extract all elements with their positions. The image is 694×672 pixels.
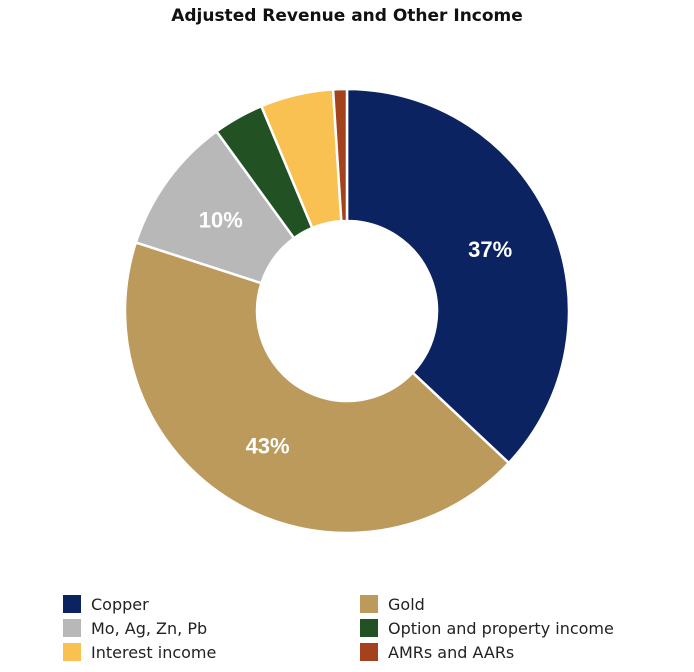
legend-swatch: [360, 595, 378, 613]
slice-data-label: 43%: [246, 433, 290, 458]
legend-label: AMRs and AARs: [388, 642, 515, 662]
legend-swatch: [63, 619, 81, 637]
legend-swatch: [63, 595, 81, 613]
chart-title: Adjusted Revenue and Other Income: [171, 6, 523, 26]
legend-label: Gold: [388, 594, 425, 614]
legend-item-gold: Gold: [360, 592, 425, 616]
slice-data-label: 10%: [199, 207, 243, 232]
donut-chart: 37% 43% 10%: [123, 87, 571, 535]
legend-label: Interest income: [91, 642, 217, 662]
slice-amrs-and-aars: [331, 87, 349, 223]
legend-item-option-property: Option and property income: [360, 616, 614, 640]
legend-item-mo-ag-zn-pb: Mo, Ag, Zn, Pb: [63, 616, 207, 640]
legend-swatch: [63, 643, 81, 661]
slice-data-label: 37%: [468, 237, 512, 262]
legend-swatch: [360, 619, 378, 637]
legend-label: Copper: [91, 594, 149, 614]
slice-copper: [345, 87, 571, 465]
legend-item-amrs-aars: AMRs and AARs: [360, 640, 514, 664]
legend-item-copper: Copper: [63, 592, 149, 616]
legend-swatch: [360, 643, 378, 661]
legend-label: Mo, Ag, Zn, Pb: [91, 618, 208, 638]
legend-label: Option and property income: [388, 618, 614, 638]
slice-gold: [123, 240, 511, 535]
legend-item-interest-income: Interest income: [63, 640, 216, 664]
